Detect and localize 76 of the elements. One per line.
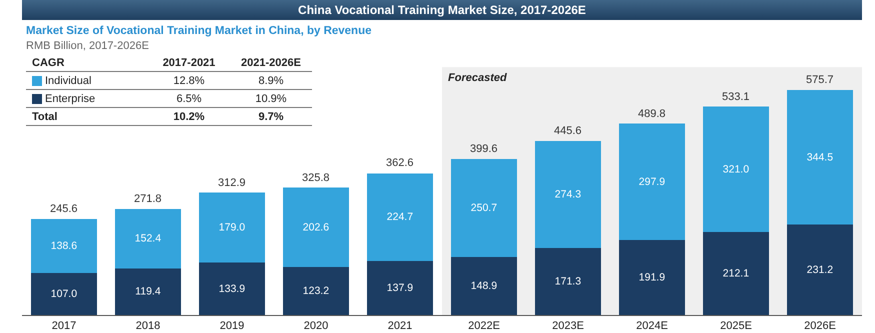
chart-title: China Vocational Training Market Size, 2017-2026E <box>22 0 862 20</box>
data-label: 250.7 <box>470 202 498 214</box>
bar <box>787 224 853 315</box>
data-label: 133.9 <box>218 282 246 295</box>
bar <box>703 232 769 315</box>
bar <box>367 173 433 262</box>
total-label: 533.1 <box>722 91 750 103</box>
bar <box>31 273 97 315</box>
total-label: 399.6 <box>470 143 498 155</box>
bar <box>619 124 685 240</box>
data-label: 274.3 <box>554 188 582 200</box>
bar <box>703 106 769 232</box>
total-label: 445.6 <box>554 125 582 137</box>
bar <box>115 268 181 315</box>
data-label: 171.3 <box>554 276 582 288</box>
data-label: 231.2 <box>806 264 834 276</box>
bar <box>451 256 517 315</box>
data-label: 344.5 <box>806 151 834 164</box>
x-tick-label: 2018 <box>136 320 160 332</box>
bar <box>283 188 349 267</box>
x-tick-label: 2026E <box>804 320 836 332</box>
legend-label: Individual <box>26 72 148 90</box>
annotation: 10.2% <box>173 110 205 122</box>
annotation: 9.7% <box>258 110 284 122</box>
x-tick-label: 2019 <box>220 320 244 332</box>
x-tick-label: 2022E <box>468 320 500 332</box>
bar <box>367 261 433 315</box>
annotation: Total <box>32 110 58 122</box>
data-label: 137.9 <box>386 282 414 294</box>
total-label: 312.9 <box>218 177 246 189</box>
data-label: 321.0 <box>722 163 750 176</box>
total-label: 271.8 <box>134 193 162 205</box>
x-tick-label: 2021 <box>388 320 412 332</box>
text: 2017-2021 <box>162 56 216 68</box>
bar <box>619 240 685 315</box>
bar <box>535 248 601 315</box>
x-tick-label: 2024E <box>636 320 668 332</box>
chart-subtitle: Market Size of Vocational Training Market in China, by Revenue <box>26 25 372 37</box>
data-label: 148.9 <box>470 280 498 292</box>
data-label: 202.6 <box>302 221 330 234</box>
total-label: 325.8 <box>302 172 330 184</box>
x-tick-label: 2025E <box>720 320 752 332</box>
bar <box>31 219 97 274</box>
data-label: 123.2 <box>302 284 330 297</box>
text: 2021-2026E <box>241 56 301 68</box>
x-tick-label: 2017 <box>52 320 76 332</box>
text: CAGR <box>32 56 64 68</box>
total-label: 245.6 <box>50 203 78 215</box>
legend-label: Enterprise <box>26 90 148 108</box>
total-label: 575.7 <box>806 74 834 86</box>
x-tick-label: 2023E <box>552 320 584 332</box>
data-label: 152.4 <box>134 232 162 245</box>
data-label: 107.0 <box>50 288 78 300</box>
bar <box>283 266 349 315</box>
band-label: Forecasted <box>448 72 507 84</box>
data-label: 224.7 <box>386 211 414 224</box>
x-tick-label: 2020 <box>304 320 328 332</box>
total-label: 362.6 <box>386 157 414 169</box>
annotation: 6.5% <box>148 90 230 108</box>
data-label: 179.0 <box>218 222 246 234</box>
text: 8.9% <box>258 74 284 86</box>
y-axis-title: RMB Billion, 2017-2026E <box>26 40 149 52</box>
text: 12.8% <box>173 74 205 86</box>
bar <box>787 90 853 225</box>
annotation: 10.9% <box>230 90 312 108</box>
bar <box>535 140 601 248</box>
bar <box>199 192 265 263</box>
total-label: 489.8 <box>638 108 666 120</box>
bar <box>199 262 265 315</box>
data-label: 191.9 <box>638 272 666 284</box>
bar <box>115 208 181 268</box>
data-label: 212.1 <box>722 268 750 280</box>
bar <box>451 158 517 257</box>
data-label: 138.6 <box>50 240 78 252</box>
data-label: 119.4 <box>135 286 161 298</box>
data-label: 297.9 <box>638 176 666 188</box>
